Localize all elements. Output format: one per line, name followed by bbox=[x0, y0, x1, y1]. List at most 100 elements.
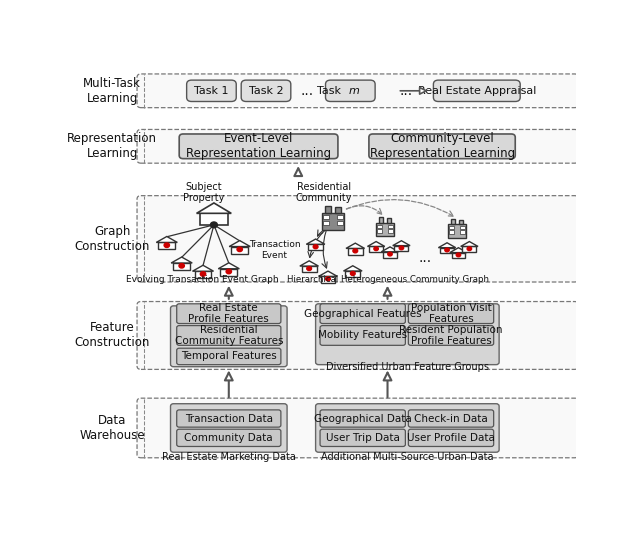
Polygon shape bbox=[308, 244, 323, 250]
Polygon shape bbox=[388, 229, 393, 233]
Polygon shape bbox=[383, 252, 397, 257]
Polygon shape bbox=[388, 225, 393, 228]
Polygon shape bbox=[193, 265, 214, 271]
FancyBboxPatch shape bbox=[369, 134, 515, 159]
Polygon shape bbox=[449, 230, 454, 234]
Text: Graph
Construction: Graph Construction bbox=[74, 225, 150, 253]
Polygon shape bbox=[200, 214, 228, 225]
Polygon shape bbox=[307, 239, 325, 244]
Text: Check-in Data: Check-in Data bbox=[414, 413, 488, 423]
FancyBboxPatch shape bbox=[177, 410, 281, 427]
FancyBboxPatch shape bbox=[137, 398, 579, 458]
Text: Diversified Urban Feature Groups: Diversified Urban Feature Groups bbox=[326, 362, 489, 372]
Circle shape bbox=[353, 249, 358, 253]
Polygon shape bbox=[346, 271, 360, 277]
FancyBboxPatch shape bbox=[320, 429, 405, 446]
Polygon shape bbox=[459, 219, 463, 224]
FancyBboxPatch shape bbox=[316, 404, 499, 452]
Polygon shape bbox=[319, 271, 337, 277]
FancyBboxPatch shape bbox=[187, 80, 236, 101]
Text: User Profile Data: User Profile Data bbox=[407, 433, 495, 443]
Polygon shape bbox=[218, 263, 239, 269]
Polygon shape bbox=[438, 243, 456, 248]
Text: ...: ... bbox=[418, 251, 431, 265]
Circle shape bbox=[388, 252, 392, 256]
Polygon shape bbox=[346, 243, 365, 248]
Polygon shape bbox=[367, 241, 385, 246]
Circle shape bbox=[456, 253, 461, 257]
Circle shape bbox=[467, 247, 472, 250]
FancyBboxPatch shape bbox=[320, 326, 405, 345]
Circle shape bbox=[211, 222, 218, 227]
Polygon shape bbox=[394, 246, 408, 252]
Polygon shape bbox=[158, 242, 175, 249]
Text: Evolving Transaction Event Graph: Evolving Transaction Event Graph bbox=[126, 276, 279, 285]
Circle shape bbox=[351, 271, 355, 276]
Text: Subject
Property: Subject Property bbox=[183, 182, 225, 203]
Polygon shape bbox=[460, 230, 465, 234]
FancyBboxPatch shape bbox=[177, 326, 281, 345]
FancyBboxPatch shape bbox=[137, 195, 579, 282]
Polygon shape bbox=[448, 224, 466, 238]
Text: Geographical Features: Geographical Features bbox=[304, 309, 422, 319]
Polygon shape bbox=[323, 221, 329, 225]
FancyBboxPatch shape bbox=[320, 410, 405, 427]
Circle shape bbox=[226, 269, 232, 274]
Polygon shape bbox=[322, 213, 344, 230]
Polygon shape bbox=[325, 206, 331, 213]
Text: Event-Level
Representation Learning: Event-Level Representation Learning bbox=[186, 132, 331, 160]
Text: Residential
Community Features: Residential Community Features bbox=[175, 325, 283, 346]
Circle shape bbox=[374, 247, 378, 250]
Polygon shape bbox=[196, 203, 231, 214]
Text: m: m bbox=[349, 86, 360, 96]
FancyBboxPatch shape bbox=[408, 410, 493, 427]
Circle shape bbox=[179, 264, 184, 268]
Polygon shape bbox=[451, 253, 465, 258]
FancyBboxPatch shape bbox=[241, 80, 291, 101]
FancyBboxPatch shape bbox=[137, 74, 579, 108]
FancyBboxPatch shape bbox=[177, 304, 281, 324]
Text: Real Estate Appraisal: Real Estate Appraisal bbox=[418, 86, 536, 96]
Polygon shape bbox=[195, 271, 211, 278]
Polygon shape bbox=[301, 266, 317, 272]
Text: Real Estate
Profile Features: Real Estate Profile Features bbox=[188, 303, 269, 325]
FancyBboxPatch shape bbox=[170, 306, 287, 367]
Polygon shape bbox=[463, 246, 476, 252]
Text: Geographical Data: Geographical Data bbox=[314, 413, 412, 423]
Text: User Trip Data: User Trip Data bbox=[326, 433, 399, 443]
Polygon shape bbox=[300, 261, 319, 266]
Text: Temporal Features: Temporal Features bbox=[181, 351, 276, 362]
FancyBboxPatch shape bbox=[408, 429, 493, 446]
Polygon shape bbox=[337, 215, 342, 219]
FancyBboxPatch shape bbox=[177, 429, 281, 446]
FancyBboxPatch shape bbox=[316, 304, 499, 365]
Polygon shape bbox=[449, 226, 454, 230]
Polygon shape bbox=[387, 218, 391, 223]
Polygon shape bbox=[344, 266, 362, 271]
Text: Additional Multi-Source Urban Data: Additional Multi-Source Urban Data bbox=[321, 452, 493, 462]
Text: Real Estate Marketing Data: Real Estate Marketing Data bbox=[162, 452, 296, 462]
Text: Task: Task bbox=[317, 86, 344, 96]
Text: Mobility Features: Mobility Features bbox=[318, 331, 407, 341]
Polygon shape bbox=[378, 229, 382, 233]
Polygon shape bbox=[335, 207, 340, 213]
Text: Data
Warehouse: Data Warehouse bbox=[79, 414, 145, 442]
Text: Representation
Learning: Representation Learning bbox=[67, 132, 157, 160]
FancyBboxPatch shape bbox=[177, 348, 281, 365]
Text: Multi-Task
Learning: Multi-Task Learning bbox=[83, 77, 141, 105]
Text: ...: ... bbox=[400, 84, 413, 98]
Circle shape bbox=[399, 246, 404, 250]
Text: Feature
Construction: Feature Construction bbox=[74, 321, 150, 349]
FancyBboxPatch shape bbox=[137, 129, 579, 163]
Polygon shape bbox=[451, 218, 455, 224]
FancyBboxPatch shape bbox=[408, 326, 493, 345]
Polygon shape bbox=[378, 225, 382, 228]
Text: Community Data: Community Data bbox=[184, 433, 273, 443]
Text: Transaction
Event: Transaction Event bbox=[249, 240, 300, 260]
Polygon shape bbox=[321, 277, 335, 282]
Circle shape bbox=[237, 247, 243, 252]
Polygon shape bbox=[231, 247, 248, 254]
Polygon shape bbox=[376, 223, 394, 237]
Polygon shape bbox=[156, 237, 177, 242]
Polygon shape bbox=[337, 221, 342, 225]
